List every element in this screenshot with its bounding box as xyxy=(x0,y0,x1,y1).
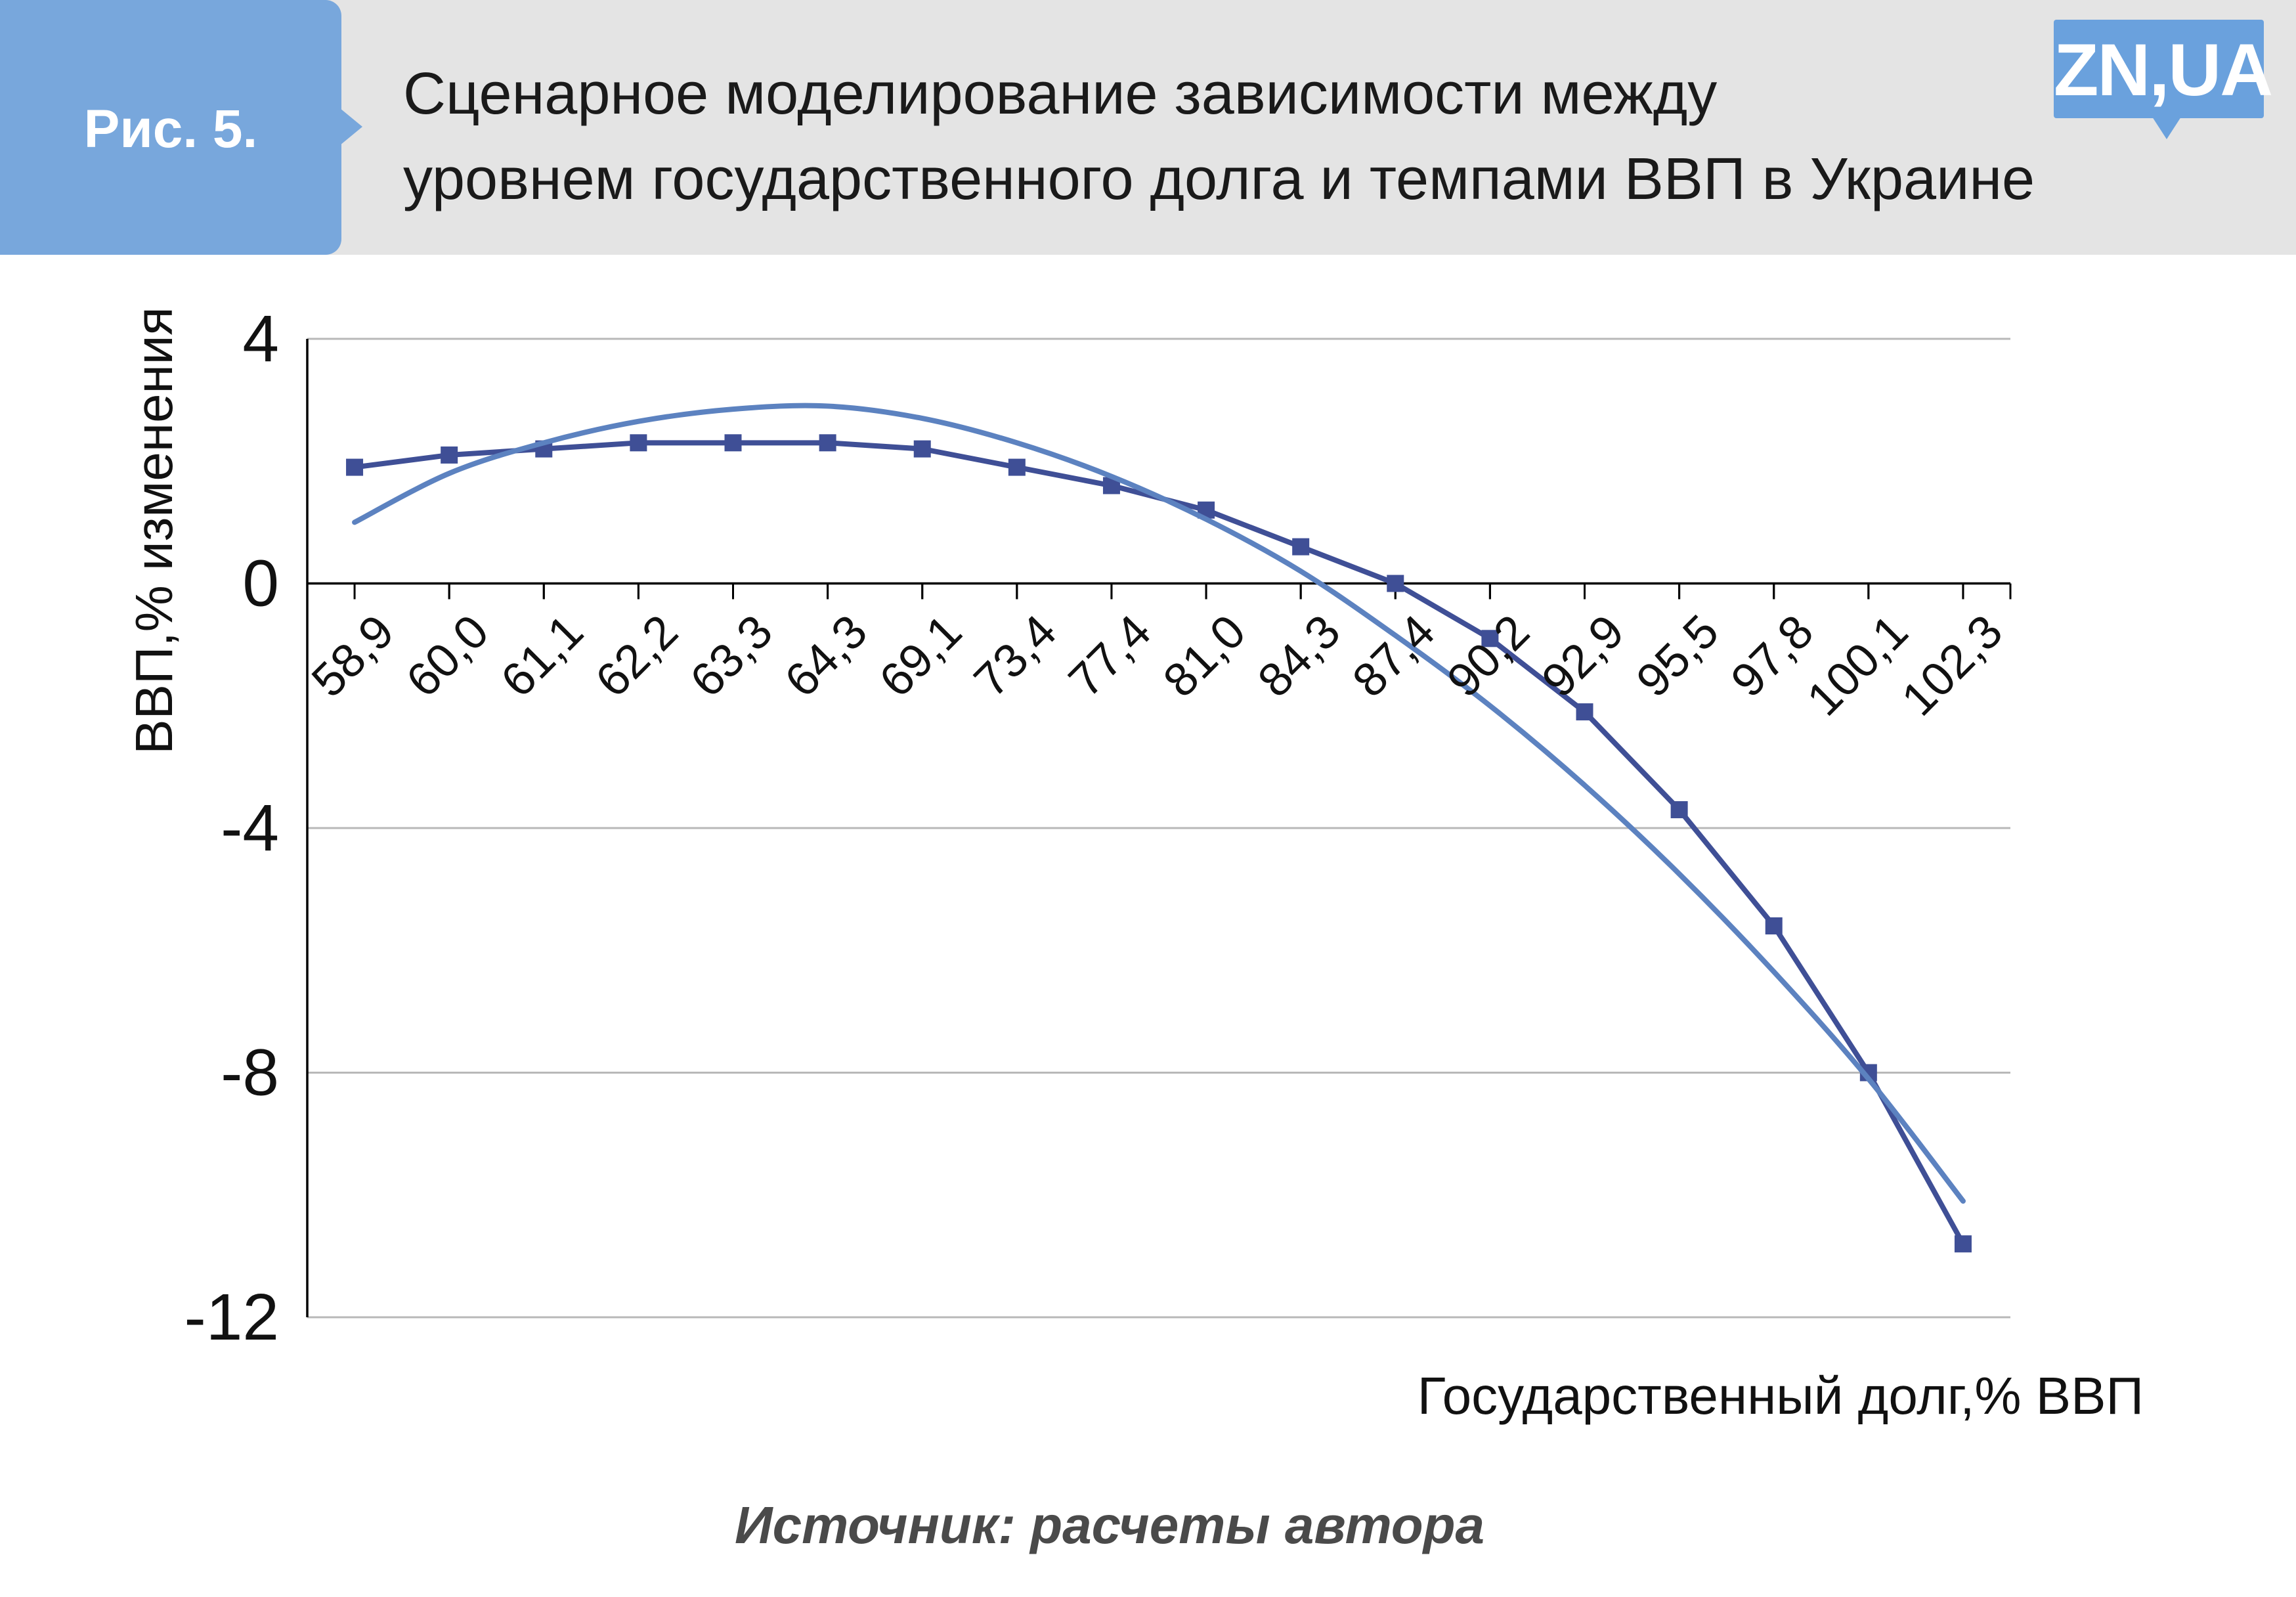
data-point-marker xyxy=(1008,458,1026,476)
logo-text: ZN,UA xyxy=(2054,29,2273,111)
x-tick-label: 84,3 xyxy=(1248,605,1351,707)
data-line xyxy=(354,440,1966,1246)
data-point-marker xyxy=(819,434,836,452)
data-point-marker xyxy=(1576,703,1593,721)
data-point-marker xyxy=(1670,801,1688,819)
trend-line xyxy=(352,403,1966,1204)
label-layer: 4 0 -4 -8 -12 58,960,061,162,263,364,369,173,… xyxy=(125,302,2144,1425)
figure-badge: Рис. 5. xyxy=(0,0,341,255)
x-tick-label: 60,0 xyxy=(397,605,499,707)
data-point-marker xyxy=(913,440,931,458)
y-tick-label: 4 xyxy=(242,302,279,376)
data-point-marker xyxy=(724,434,742,452)
header-bar: Рис. 5. Сценарное моделирование зависимо… xyxy=(0,0,2296,255)
axis-layer xyxy=(306,339,2012,1317)
logo-speech-tail-icon xyxy=(2152,117,2181,139)
x-tick-label: 87,4 xyxy=(1343,605,1445,707)
chart-title: Сценарное моделирование зависимости межд… xyxy=(403,51,2176,222)
x-tick-label: 100,1 xyxy=(1797,605,1918,726)
y-tick-label: -4 xyxy=(221,791,279,865)
title-line-2: уровнем государственного долга и темпами… xyxy=(403,146,2035,212)
x-tick-label: 77,4 xyxy=(1059,605,1161,707)
data-point-marker xyxy=(1387,575,1404,592)
badge-arrow-icon xyxy=(340,108,362,145)
data-point-marker xyxy=(1954,1235,1972,1253)
figure-label: Рис. 5. xyxy=(83,99,258,159)
data-point-marker xyxy=(630,434,647,452)
x-tick-label: 81,0 xyxy=(1154,605,1256,707)
x-axis-title: Государственный долг,% ВВП xyxy=(1418,1367,2144,1425)
x-tick-label: 63,3 xyxy=(680,605,783,707)
y-tick-label: -12 xyxy=(184,1280,279,1354)
data-point-marker xyxy=(1292,538,1310,556)
x-tick-label: 61,1 xyxy=(491,605,594,707)
x-tick-label: 73,4 xyxy=(964,605,1067,707)
x-tick-label: 58,9 xyxy=(302,605,404,707)
x-tick-label: 69,1 xyxy=(870,605,972,707)
x-tick-label: 95,5 xyxy=(1626,605,1729,707)
y-tick-label: -8 xyxy=(221,1036,279,1110)
data-point-marker xyxy=(441,446,458,464)
series-layer xyxy=(346,403,1972,1253)
source-note: Источник: расчеты автора xyxy=(735,1496,1484,1554)
title-line-1: Сценарное моделирование зависимости межд… xyxy=(403,61,1718,127)
data-point-marker xyxy=(1481,630,1499,647)
data-point-marker xyxy=(346,458,364,476)
x-tick-label: 102,3 xyxy=(1892,605,2012,726)
x-tick-label: 90,2 xyxy=(1437,605,1540,707)
x-tick-label: 64,3 xyxy=(775,605,877,707)
x-tick-label: 62,2 xyxy=(586,605,688,707)
site-logo: ZN,UA xyxy=(2054,20,2273,139)
x-tick-label: 92,9 xyxy=(1532,605,1634,707)
y-axis-title: ВВП,% изменения xyxy=(125,307,183,755)
y-tick-label: 0 xyxy=(242,547,279,621)
grid-layer xyxy=(307,338,2010,1319)
data-point-marker xyxy=(1765,917,1783,934)
